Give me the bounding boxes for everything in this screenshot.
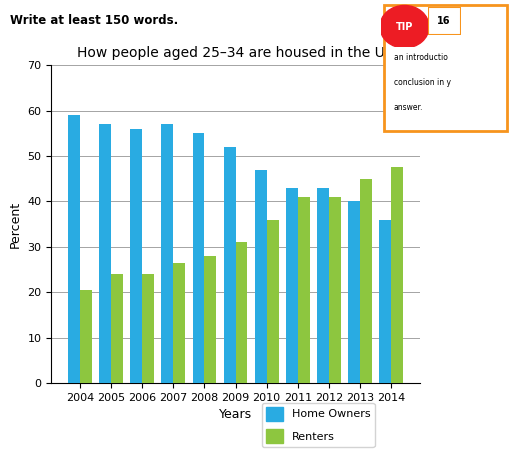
Bar (267, 219, 279, 383)
Legend: Home Owners, Renters: Home Owners, Renters (262, 403, 375, 447)
Bar (317, 188, 329, 383)
Bar (99, 124, 111, 383)
Bar (173, 263, 185, 383)
Bar (286, 188, 298, 383)
Text: Write at least 150 words.: Write at least 150 words. (10, 14, 179, 27)
Bar (142, 274, 154, 383)
Bar (255, 170, 267, 383)
Bar (204, 256, 216, 383)
Bar (360, 179, 372, 383)
FancyBboxPatch shape (428, 7, 461, 35)
Bar (130, 129, 142, 383)
Bar (298, 197, 310, 383)
Bar (161, 124, 173, 383)
FancyBboxPatch shape (384, 5, 507, 131)
Bar (329, 197, 341, 383)
Title: How people aged 25–34 are housed in the UK: How people aged 25–34 are housed in the … (77, 46, 394, 60)
Text: answer.: answer. (394, 103, 423, 112)
Circle shape (380, 6, 429, 48)
Bar (379, 219, 391, 383)
Bar (111, 274, 123, 383)
Bar (68, 115, 80, 383)
Text: 16: 16 (437, 16, 451, 26)
Text: Remember to i: Remember to i (394, 28, 451, 36)
Bar (236, 242, 247, 383)
Text: an introductio: an introductio (394, 53, 447, 62)
X-axis label: Years: Years (219, 408, 252, 421)
Bar (224, 147, 236, 383)
Text: TIP: TIP (396, 22, 413, 32)
Bar (348, 201, 360, 383)
Text: conclusion in y: conclusion in y (394, 78, 451, 87)
Bar (80, 290, 92, 383)
Bar (193, 134, 204, 383)
Y-axis label: Percent: Percent (9, 201, 22, 248)
Bar (391, 168, 403, 383)
